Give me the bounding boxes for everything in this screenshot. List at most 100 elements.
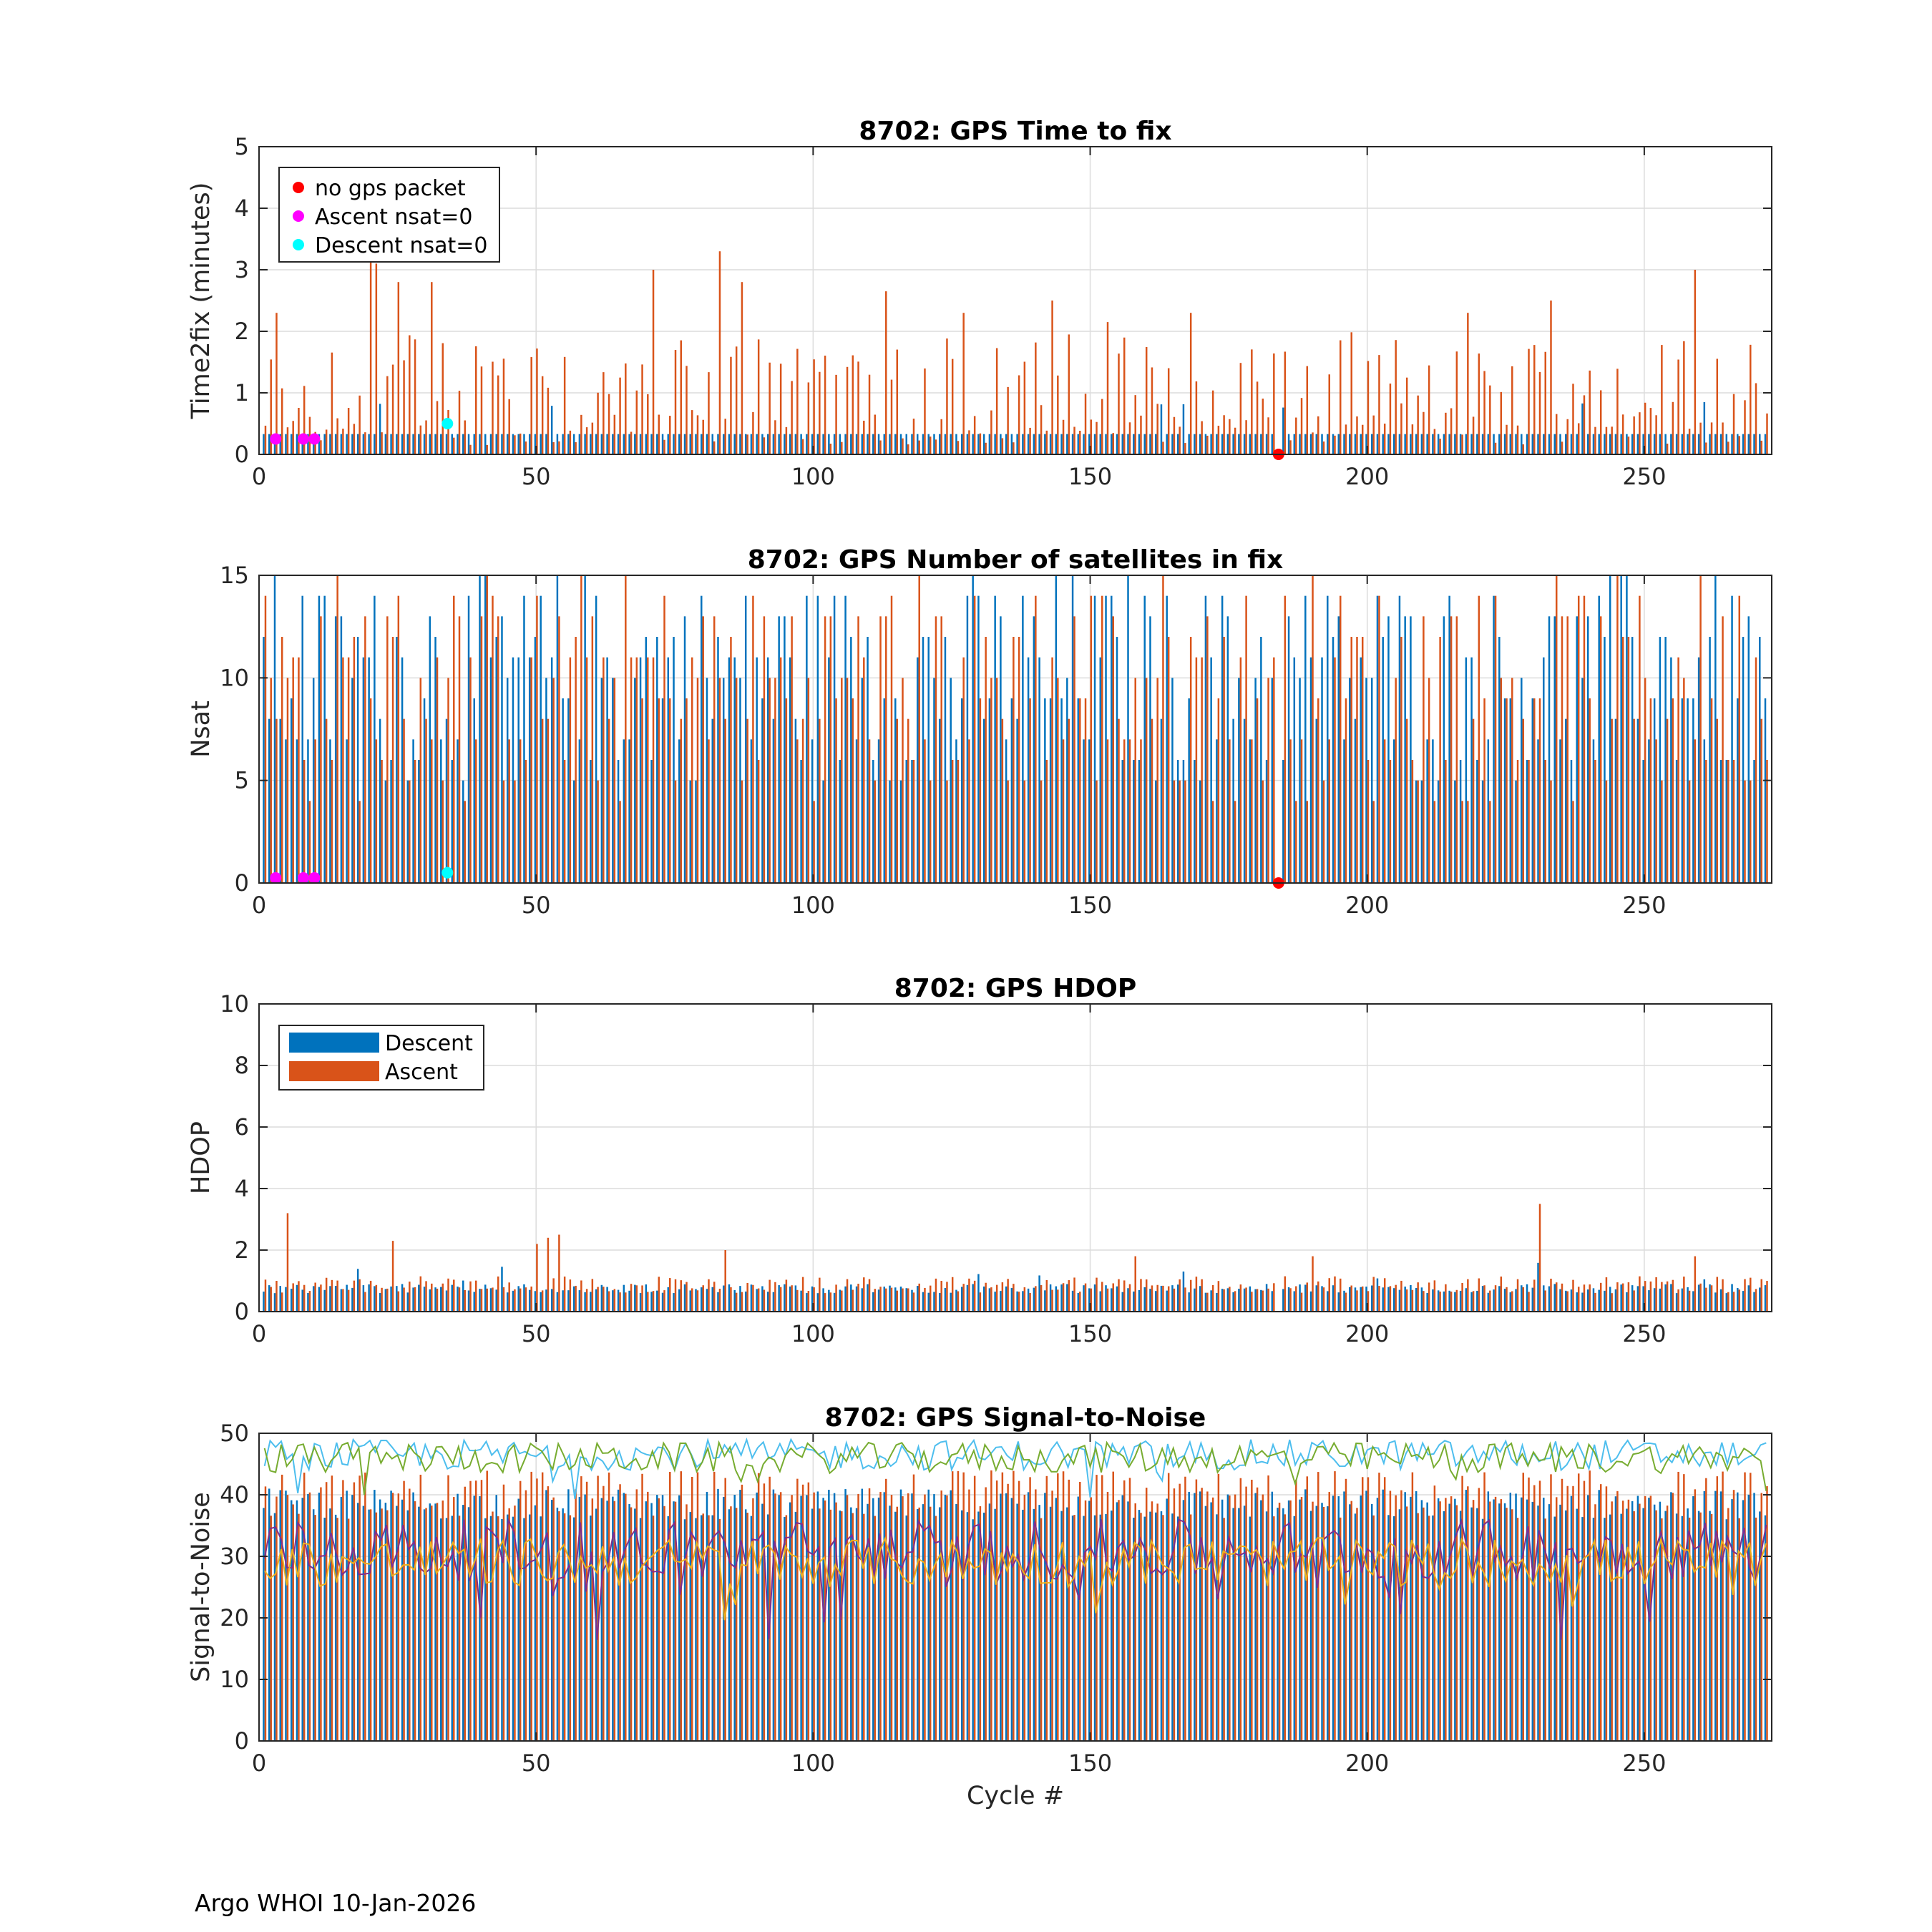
bar-ascent — [1068, 1280, 1070, 1312]
bar-descent — [1420, 780, 1423, 883]
bar-ascent — [995, 678, 998, 883]
bar-ascent — [1699, 1512, 1702, 1741]
bar-ascent — [635, 657, 638, 883]
bar-ascent — [1378, 1286, 1380, 1312]
bar-descent — [1226, 616, 1229, 883]
bar-descent — [268, 718, 270, 883]
bar-descent — [268, 1285, 270, 1312]
bar-ascent — [1151, 1501, 1153, 1741]
bar-descent — [1154, 780, 1157, 883]
bar-ascent — [852, 698, 854, 883]
bar-descent — [1166, 1498, 1168, 1741]
bar-descent — [307, 1292, 309, 1312]
bar-descent — [396, 434, 398, 454]
bar-ascent — [824, 1293, 826, 1312]
bar-descent — [800, 1290, 802, 1312]
bar-descent — [944, 1287, 947, 1312]
bar-ascent — [1556, 575, 1558, 883]
bar-descent — [1071, 575, 1074, 883]
bar-ascent — [464, 420, 466, 454]
y-tick-label: 1 — [235, 379, 249, 406]
bar-descent — [1714, 434, 1717, 454]
bar-ascent — [575, 442, 577, 454]
bar-descent — [590, 1516, 592, 1741]
bar-descent — [1299, 1284, 1301, 1312]
bar-descent — [263, 1292, 265, 1312]
bar-ascent — [1522, 444, 1525, 454]
bar-descent — [578, 1496, 581, 1741]
bar-ascent — [502, 358, 505, 454]
bar-ascent — [957, 441, 960, 454]
bar-ascent — [824, 1500, 826, 1741]
bar-descent — [1321, 1286, 1323, 1312]
bar-ascent — [1417, 1513, 1419, 1741]
bar-ascent — [1350, 637, 1352, 883]
bar-descent — [1709, 1511, 1711, 1741]
bar-ascent — [1173, 1288, 1176, 1312]
bar-descent — [346, 739, 348, 883]
bar-descent — [595, 1289, 597, 1312]
bar-descent — [1033, 616, 1035, 883]
bar-descent — [1260, 434, 1262, 454]
bar-descent — [1194, 760, 1196, 883]
bar-descent — [584, 1292, 586, 1312]
bar-ascent — [608, 718, 610, 883]
bar-descent — [1415, 434, 1418, 454]
bar-descent — [562, 1290, 564, 1312]
bar-ascent — [397, 1291, 400, 1312]
bar-descent — [728, 1284, 731, 1312]
bar-descent — [406, 1510, 409, 1741]
bar-descent — [1592, 1518, 1595, 1741]
bar-descent — [1016, 718, 1018, 883]
bar-ascent — [1251, 349, 1253, 454]
bar-ascent — [669, 698, 671, 883]
bar-descent — [750, 434, 753, 454]
bar-ascent — [1738, 1289, 1741, 1312]
bar-ascent — [757, 1288, 760, 1312]
bar-descent — [1670, 657, 1672, 883]
bar-ascent — [801, 718, 804, 883]
bar-ascent — [1206, 616, 1209, 883]
bar-ascent — [1045, 760, 1048, 883]
bar-ascent — [1572, 1485, 1574, 1741]
bar-ascent — [1317, 416, 1319, 454]
bar-ascent — [431, 1283, 433, 1312]
bar-descent — [1370, 678, 1373, 883]
bar-descent — [368, 1509, 370, 1741]
bar-descent — [1509, 1292, 1512, 1312]
bar-ascent — [824, 356, 826, 454]
bar-ascent — [686, 366, 688, 454]
bar-ascent — [1334, 1471, 1336, 1741]
bar-ascent — [280, 637, 283, 883]
bar-descent — [1149, 434, 1151, 454]
bar-ascent — [1411, 1289, 1414, 1312]
bar-ascent — [497, 375, 499, 454]
y-tick-label: 50 — [220, 1420, 249, 1447]
bar-ascent — [1234, 1494, 1236, 1741]
bar-ascent — [708, 372, 710, 454]
bar-ascent — [1672, 401, 1674, 454]
bar-descent — [623, 1493, 625, 1741]
bar-descent — [1138, 1289, 1141, 1312]
bar-descent — [711, 718, 713, 883]
bar-ascent — [1688, 1290, 1691, 1312]
bar-descent — [445, 1518, 448, 1741]
bar-descent — [816, 595, 819, 883]
bar-ascent — [358, 395, 361, 454]
bar-descent — [1204, 1506, 1207, 1741]
bar-descent — [1304, 1284, 1307, 1312]
bar-ascent — [691, 410, 693, 454]
bar-ascent — [436, 1503, 439, 1741]
bar-descent — [1210, 657, 1212, 883]
bar-descent — [1614, 1496, 1617, 1741]
bar-descent — [1531, 434, 1534, 454]
bar-ascent — [785, 426, 788, 454]
bar-ascent — [1073, 426, 1075, 454]
bar-descent — [1055, 1286, 1058, 1312]
bar-ascent — [1345, 424, 1347, 454]
bar-descent — [534, 637, 537, 883]
bar-ascent — [1683, 678, 1685, 883]
bar-ascent — [1727, 441, 1729, 454]
bar-ascent — [735, 678, 738, 883]
bar-ascent — [835, 374, 837, 454]
